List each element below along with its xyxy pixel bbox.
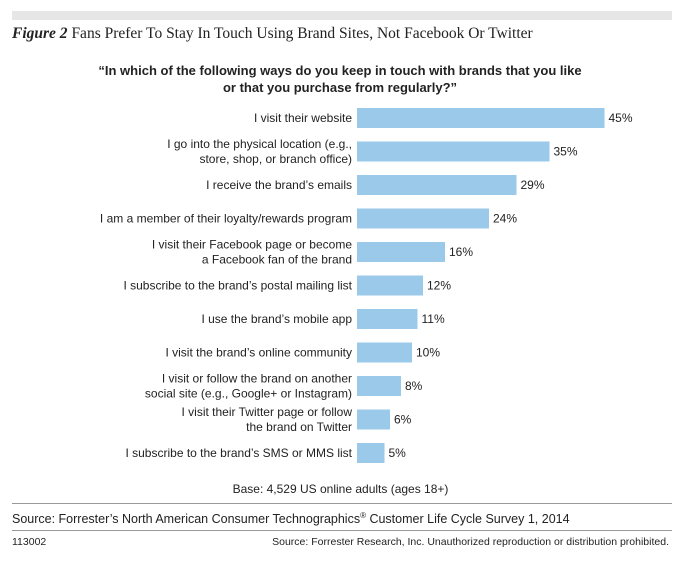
- category-label-8: I visit or follow the brand on another so…: [145, 372, 352, 401]
- bar-7: [357, 342, 412, 363]
- category-label-10: I subscribe to the brand’s SMS or MMS li…: [125, 446, 352, 460]
- bar-3: [357, 208, 489, 229]
- bar-value-label-9: 6%: [394, 413, 412, 427]
- registered-mark: ®: [360, 511, 366, 520]
- base-note: Base: 4,529 US online adults (ages 18+): [232, 482, 449, 496]
- bar-chart: 45% I visit their website 35% I go into the…: [100, 108, 633, 463]
- footer-rule: [12, 530, 672, 531]
- bar-5: [357, 275, 423, 296]
- category-label-2: I receive the brand’s emails: [206, 178, 352, 192]
- figure-id: 113002: [12, 536, 47, 548]
- category-label-line: I use the brand’s mobile app: [201, 312, 352, 326]
- bar-1: [357, 141, 550, 162]
- bar-value-label-7: 10%: [416, 346, 440, 360]
- bar-value-label-4: 16%: [449, 245, 473, 259]
- category-label-line: I visit the brand’s online community: [165, 346, 352, 360]
- copyright-notice: Source: Forrester Research, Inc. Unautho…: [272, 536, 669, 548]
- category-label-line: I subscribe to the brand’s SMS or MMS li…: [125, 446, 352, 460]
- bar-value-label-6: 11%: [422, 312, 445, 326]
- bar-8: [357, 376, 401, 396]
- figure-title: Figure 2 Fans Prefer To Stay In Touch Us…: [12, 25, 533, 43]
- source-citation-text: Source: Forrester’s North American Consu…: [12, 512, 361, 527]
- bar-value-label-0: 45%: [609, 111, 633, 125]
- source-citation: Source: Forrester’s North American Consu…: [12, 511, 570, 526]
- category-label-line: I visit their website: [254, 111, 352, 125]
- category-label-line: social site (e.g., Google+ or Instagram): [145, 387, 352, 401]
- bar-9: [357, 409, 390, 430]
- survey-question: “In which of the following ways do you k…: [20, 62, 660, 96]
- bar-4: [357, 242, 445, 262]
- category-label-5: I subscribe to the brand’s postal mailin…: [123, 279, 352, 293]
- category-label-1: I go into the physical location (e.g., st…: [167, 137, 352, 166]
- bar-value-label-8: 8%: [405, 379, 423, 393]
- top-rule: [12, 11, 672, 20]
- category-label-6: I use the brand’s mobile app: [201, 312, 352, 326]
- category-label-0: I visit their website: [254, 111, 352, 125]
- category-label-line: store, shop, or branch office): [199, 152, 352, 166]
- category-label-line: I subscribe to the brand’s postal mailin…: [123, 279, 352, 293]
- bar-0: [357, 108, 605, 128]
- category-label-line: I go into the physical location (e.g.,: [167, 137, 352, 151]
- category-label-line: a Facebook fan of the brand: [202, 253, 352, 267]
- source-rule: [12, 503, 672, 504]
- bar-10: [357, 443, 385, 463]
- bar-value-label-3: 24%: [493, 212, 517, 226]
- survey-question-line-1: “In which of the following ways do you k…: [98, 63, 582, 78]
- category-label-line: I am a member of their loyalty/rewards p…: [100, 212, 352, 226]
- figure-title-text: Fans Prefer To Stay In Touch Using Brand…: [71, 25, 533, 42]
- category-label-line: I visit their Facebook page or become: [152, 238, 352, 252]
- category-label-line: I visit or follow the brand on another: [162, 372, 352, 386]
- figure-label: Figure 2: [12, 25, 68, 42]
- category-label-line: I visit their Twitter page or follow: [181, 405, 352, 419]
- bar-value-label-1: 35%: [554, 145, 578, 159]
- survey-question-line-2: or that you purchase from regularly?”: [222, 80, 458, 95]
- category-label-9: I visit their Twitter page or follow the …: [181, 405, 352, 434]
- source-citation-suffix: Customer Life Cycle Survey 1, 2014: [365, 512, 570, 527]
- bar-value-label-2: 29%: [521, 178, 545, 192]
- bar-value-label-5: 12%: [427, 279, 451, 293]
- category-label-line: I receive the brand’s emails: [206, 178, 352, 192]
- category-label-4: I visit their Facebook page or become a F…: [152, 238, 352, 267]
- bar-value-label-10: 5%: [389, 446, 407, 460]
- category-label-7: I visit the brand’s online community: [165, 346, 352, 360]
- bar-2: [357, 175, 517, 195]
- bar-6: [357, 309, 418, 329]
- category-label-line: the brand on Twitter: [246, 420, 352, 434]
- category-label-3: I am a member of their loyalty/rewards p…: [100, 212, 352, 226]
